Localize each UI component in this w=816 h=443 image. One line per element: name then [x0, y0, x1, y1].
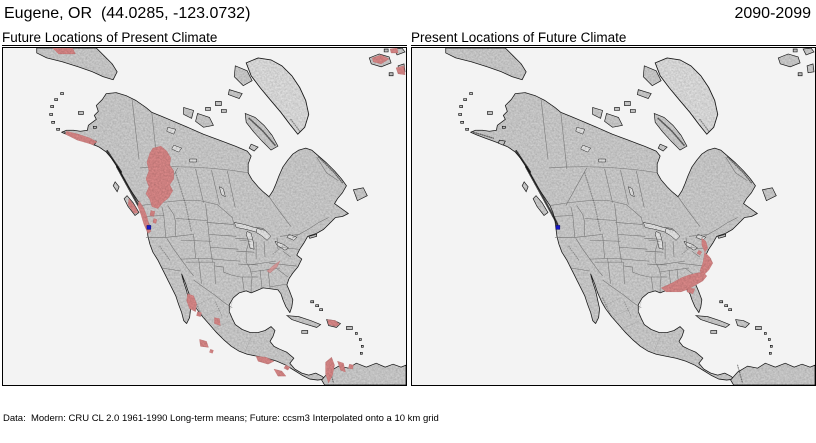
map-present-locations-of-future-climate	[411, 47, 816, 386]
data-credits: Data: Modern: CRU CL 2.0 1961-1990 Long-…	[3, 388, 687, 443]
map-future-locations-of-present-climate	[2, 47, 407, 386]
analog-region-overlay-left	[52, 48, 406, 384]
footer-line-data-sources: Data: Modern: CRU CL 2.0 1961-1990 Long-…	[3, 412, 439, 424]
analog-region-overlay-right	[660, 238, 713, 294]
period-label: 2090-2099	[734, 5, 811, 22]
panel-title-present-locations: Present Locations of Future Climate	[411, 30, 816, 46]
panel-future-locations: Future Locations of Present Climate	[2, 30, 407, 386]
panel-title-future-locations: Future Locations of Present Climate	[2, 30, 407, 46]
location-marker	[146, 225, 152, 230]
map-panels: Future Locations of Present Climate	[2, 30, 816, 386]
location-marker	[555, 225, 561, 230]
report-header: Eugene, OR (44.0285, -123.0732) 2090-209…	[0, 3, 816, 31]
location-title: Eugene, OR (44.0285, -123.0732)	[4, 5, 251, 22]
panel-present-locations: Present Locations of Future Climate	[411, 30, 816, 386]
